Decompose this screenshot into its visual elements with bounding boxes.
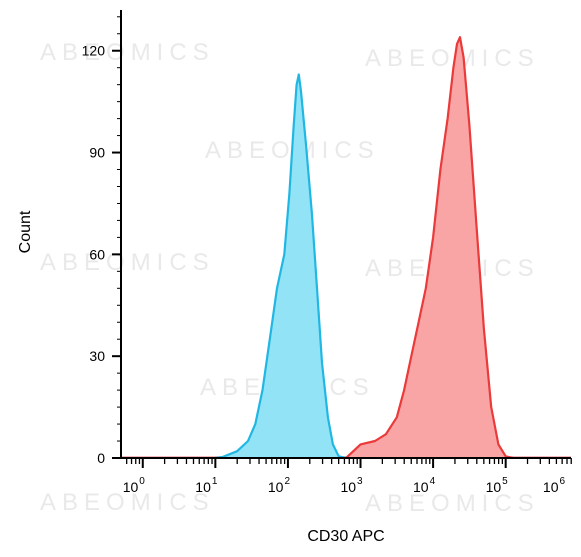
series-2-line [345, 36, 514, 460]
x-tick-label: 106 [543, 476, 566, 495]
x-axis-title: CD30 APC [307, 528, 384, 545]
watermark-text: ABEOMICS [365, 490, 540, 517]
watermark-text: ABEOMICS [365, 45, 540, 72]
y-axis-title: Count [17, 210, 34, 253]
watermark-text: ABEOMICS [40, 249, 215, 276]
y-tick-label: 90 [89, 145, 105, 161]
y-axis-ticks: 0 30 60 90 120 [82, 16, 121, 466]
x-tick-label: 105 [486, 476, 509, 495]
watermark-text: ABEOMICS [40, 39, 215, 66]
watermark-text: ABEOMICS [40, 489, 215, 516]
watermark-text: ABEOMICS [205, 137, 380, 164]
series-1-fill [215, 74, 346, 458]
x-axis-ticks: 100 101 102 103 104 105 106 [123, 458, 572, 495]
y-tick-label: 120 [82, 43, 106, 59]
series-1-line [215, 73, 347, 460]
x-tick-label: 103 [340, 476, 363, 495]
y-tick-label: 30 [89, 348, 105, 364]
x-tick-label: 102 [268, 476, 291, 495]
series-2-fill [346, 37, 513, 458]
x-tick-label: 104 [413, 476, 436, 495]
y-tick-label: 0 [97, 450, 105, 466]
x-tick-label: 100 [123, 476, 146, 495]
x-tick-label: 101 [195, 476, 218, 495]
y-tick-label: 60 [89, 246, 105, 262]
